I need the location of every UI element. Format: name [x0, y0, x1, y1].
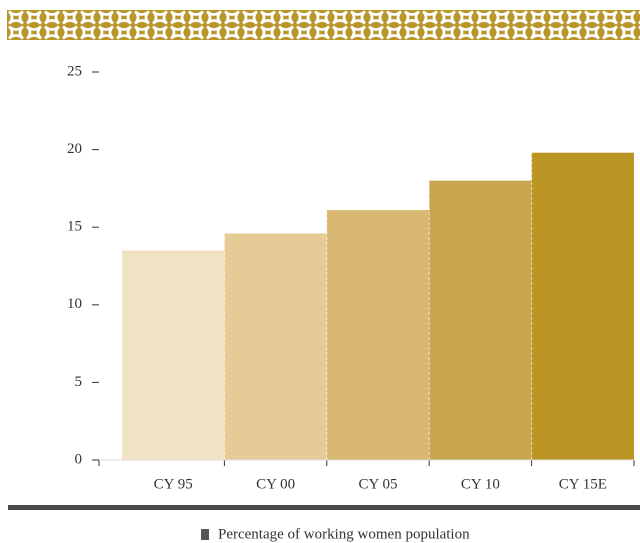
- y-tick-label: 0: [75, 451, 83, 467]
- bar: [531, 152, 634, 461]
- bar: [122, 250, 225, 460]
- bar: [326, 210, 430, 460]
- x-tick-label: CY 00: [256, 476, 295, 492]
- bar: [224, 233, 327, 460]
- x-tick-label: CY 10: [461, 476, 500, 492]
- legend-marker: [201, 529, 209, 540]
- x-tick-label: CY 95: [154, 476, 193, 492]
- y-tick-label: 10: [67, 296, 82, 312]
- y-tick-label: 25: [67, 63, 82, 79]
- y-tick-label: 20: [67, 141, 82, 157]
- x-tick-label: CY 15E: [559, 476, 607, 492]
- legend-label: Percentage of working women population: [218, 526, 470, 542]
- y-tick-label: 15: [67, 219, 82, 235]
- y-tick-label: 5: [75, 374, 83, 390]
- x-tick-label: CY 05: [358, 476, 397, 492]
- decorative-banner: [7, 10, 640, 40]
- bar: [429, 180, 532, 460]
- divider: [8, 505, 640, 510]
